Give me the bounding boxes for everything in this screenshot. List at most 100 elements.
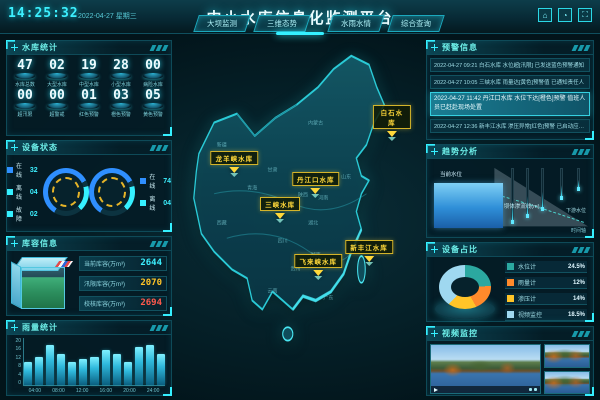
x-tick: 04:00 xyxy=(28,388,42,394)
stat-value: 01 xyxy=(81,88,97,103)
panel-video: 视频监控 xyxy=(426,326,594,396)
legend-swatch xyxy=(140,178,147,184)
pie-swatch xyxy=(507,279,514,286)
legend-item: 在线 74 xyxy=(140,172,171,190)
province-label: 内蒙古 xyxy=(308,120,324,127)
x-tick: 20:00 xyxy=(123,388,136,394)
capacity-label: 当前库容(万m³) xyxy=(84,261,125,268)
panel-rainfall: 雨量统计 20 16 12 8 4 0 04:00 08:00 12:00 16:00 20:00… xyxy=(6,320,172,396)
video-controls xyxy=(431,386,540,393)
fullscreen-icon[interactable]: ⛶ xyxy=(578,8,592,22)
pie-swatch xyxy=(507,295,514,302)
stat-pedestal xyxy=(79,73,99,79)
legend-item: 离线 04 xyxy=(7,183,38,201)
reservoir-name: 三峡水库 xyxy=(260,197,301,212)
nav-tabs-left: 大坝监测 三维态势 xyxy=(193,15,311,32)
stat-value: 28 xyxy=(113,58,129,73)
home-icon[interactable]: ⌂ xyxy=(538,8,552,22)
capacity-label: 汛限库容(万m³) xyxy=(84,281,125,288)
play-icon[interactable] xyxy=(434,387,438,392)
nav-tab-tabs_right-0[interactable]: 水雨水情 xyxy=(327,15,385,32)
x-axis-labels: 04:00 08:00 12:00 16:00 20:00 24:00 xyxy=(23,388,165,394)
nav-tab-tabs_left-1[interactable]: 三维态势 xyxy=(253,15,311,32)
stat-value: 00 xyxy=(17,88,33,103)
rain-bar xyxy=(101,349,110,385)
slash-deco xyxy=(149,324,169,331)
panel-device-status: 设备状态 在线 32 离线 04 故障 02 在线 74 离线 04 xyxy=(6,140,172,232)
y-tick: 0 xyxy=(18,379,21,386)
province-label: 甘肃 xyxy=(267,167,278,174)
rain-bar xyxy=(156,354,166,385)
province-label: 四川 xyxy=(277,238,288,245)
capacity-row: 汛限库容(万m³) 2070 xyxy=(79,275,167,291)
alert-row[interactable]: 2022-04-27 09:21 白石水库 水位超[汛限] 已发送蓝色预警通知 xyxy=(430,58,590,72)
panel-title: 视频监控 xyxy=(442,329,478,338)
rain-bar xyxy=(46,345,55,385)
nav-tab-tabs_right-1[interactable]: 综合查询 xyxy=(387,15,445,32)
marker-arrow-icon xyxy=(387,137,396,142)
panel-title: 预警信息 xyxy=(442,43,478,52)
gauges-row: 在线 32 离线 04 故障 02 在线 74 离线 04 xyxy=(7,155,171,229)
reservoir-photo xyxy=(431,345,540,393)
stat-item: 00 超警戒 xyxy=(41,88,73,118)
globe-icon[interactable]: ◔ xyxy=(558,8,572,22)
reservoir-marker[interactable]: 丹江口水库 xyxy=(291,169,340,199)
legend-swatch xyxy=(140,200,147,206)
province-label: 贵州 xyxy=(290,266,301,273)
legend-item: 离线 04 xyxy=(140,194,171,212)
video-thumb-1[interactable] xyxy=(544,344,590,368)
reservoir-marker[interactable]: 三峡水库 xyxy=(260,194,301,224)
alert-row[interactable]: 2022-04-27 10:05 三峡水库 雨量达[黄色]预警值 已通知责任人 xyxy=(430,75,590,89)
slash-deco xyxy=(149,44,169,51)
panel-alerts: 预警信息 2022-04-27 09:21 白石水库 水位超[汛限] 已发送蓝色… xyxy=(426,40,594,140)
water-body xyxy=(434,183,503,228)
y-tick: 20 xyxy=(15,338,21,344)
seepage-label: 坝体渗流线(m) xyxy=(503,203,540,210)
monitor-pin xyxy=(576,167,580,192)
alert-row[interactable]: 2022-04-27 12:36 新丰江水库 渗压异常[红色]预警 已启动应急响… xyxy=(430,119,590,133)
x-tick: 24:00 xyxy=(146,388,160,394)
province-label: 湖北 xyxy=(308,220,319,227)
rain-bar xyxy=(68,361,77,385)
video-main[interactable] xyxy=(430,344,541,394)
stat-label: 病险水库 xyxy=(143,82,163,88)
gauge-legend: 在线 74 离线 04 xyxy=(140,172,171,212)
reservoir-marker[interactable]: 新丰江水库 xyxy=(345,237,393,266)
stat-label: 橙色预警 xyxy=(111,112,131,118)
stat-pedestal xyxy=(47,103,67,109)
panel-title: 雨量统计 xyxy=(22,323,58,332)
alert-row[interactable]: 2022-04-27 11:42 丹江口水库 水位下达[橙色]预警 值班人员已赶… xyxy=(430,92,590,116)
y-axis-ticks: 20 16 12 8 4 0 xyxy=(10,338,21,386)
plus-icon xyxy=(11,240,18,247)
video-options-icon[interactable] xyxy=(529,388,537,391)
marker-arrow-icon xyxy=(310,188,321,195)
stat-item: 00 病险水库 xyxy=(137,58,169,88)
plus-icon xyxy=(431,330,438,337)
marker-arrow-icon xyxy=(364,255,375,262)
slash-deco xyxy=(149,240,169,247)
stat-item: 05 黄色预警 xyxy=(137,88,169,118)
marker-arrow-icon xyxy=(275,213,286,220)
marker-arrow-icon xyxy=(230,172,239,177)
reservoir-name: 飞来峡水库 xyxy=(294,254,342,269)
rain-bar xyxy=(79,359,88,385)
downstream-label: 下游水位 xyxy=(565,207,586,214)
stat-label: 超警戒 xyxy=(49,112,65,118)
province-label: 河南 xyxy=(318,195,329,202)
rain-bar xyxy=(145,345,154,385)
panel-capacity: 库容信息 当前库容(万m³) 2644 汛限库容(万m³) 2070 校核库容(万m³)… xyxy=(6,236,172,316)
reservoir-marker[interactable]: 龙羊峡水库 xyxy=(210,148,259,177)
reservoir-marker[interactable]: 白石水库 xyxy=(372,105,411,142)
stat-pedestal xyxy=(15,73,35,79)
stat-label: 小型水库 xyxy=(111,82,131,88)
panel-reservoir-stats: 水库统计 47 水库总数 02 大型水库 19 中型水库 28 小型水库 00 病险水库 00 超汛限… xyxy=(6,40,172,136)
gauge-1: 在线 74 离线 04 xyxy=(89,168,171,216)
nav-tab-tabs_left-0[interactable]: 大坝监测 xyxy=(193,15,251,32)
plus-icon xyxy=(11,44,18,51)
reservoir-marker[interactable]: 飞来峡水库 xyxy=(294,251,342,281)
slash-deco xyxy=(571,330,591,337)
monitor-pins xyxy=(494,167,588,228)
pie-legend-item: 水位计 24.5% xyxy=(505,261,587,273)
video-thumb-2[interactable] xyxy=(544,370,590,394)
capacity-value: 2694 xyxy=(140,298,162,308)
